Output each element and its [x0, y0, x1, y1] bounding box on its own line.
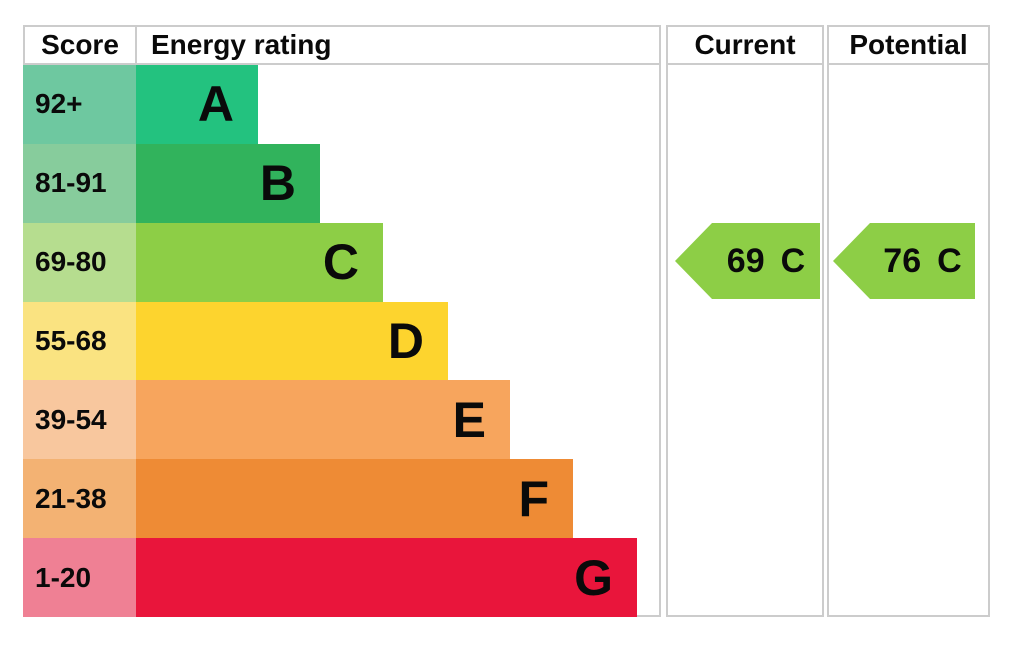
potential-rating-letter: C: [937, 241, 962, 280]
band-bar-g: G: [136, 538, 637, 618]
band-score-range: 92+: [23, 65, 136, 144]
band-score-range: 69-80: [23, 222, 136, 302]
band-bar-a: A: [136, 65, 258, 144]
band-score-range: 81-91: [23, 143, 136, 223]
band-bar-c: C: [136, 222, 383, 302]
current-rating-value: 69: [726, 241, 765, 280]
current-rating-letter: C: [780, 241, 806, 280]
table-header-row: Score Energy rating: [23, 25, 659, 65]
potential-rating-arrow: 76 C: [833, 223, 975, 299]
band-row-e: 39-54 E: [23, 380, 659, 460]
band-row-f: 21-38 F: [23, 459, 659, 539]
band-score-range: 1-20: [23, 538, 136, 618]
band-bar-d: D: [136, 301, 448, 381]
band-bar-b: B: [136, 143, 320, 223]
band-score-range: 39-54: [23, 380, 136, 460]
potential-rating-value: 76: [883, 241, 922, 280]
current-column: Current 69 C: [666, 25, 824, 617]
score-column-header: Score: [25, 27, 137, 63]
potential-column: Potential 76 C: [827, 25, 990, 617]
band-rows: 92+ A 81-91 B 69-80 C 55-68 D 39-54 E 21…: [23, 65, 659, 618]
band-row-g: 1-20 G: [23, 538, 659, 618]
band-row-c: 69-80 C: [23, 222, 659, 302]
band-score-range: 55-68: [23, 301, 136, 381]
band-row-a: 92+ A: [23, 65, 659, 144]
current-rating-arrow: 69 C: [675, 223, 820, 299]
energy-rating-column-header: Energy rating: [151, 29, 332, 60]
band-row-d: 55-68 D: [23, 301, 659, 381]
band-score-range: 21-38: [23, 459, 136, 539]
band-bar-e: E: [136, 380, 510, 460]
potential-column-header: Potential: [829, 27, 988, 65]
energy-rating-table: Score Energy rating 92+ A 81-91 B 69-80 …: [23, 25, 661, 618]
band-bar-f: F: [136, 459, 573, 539]
band-row-b: 81-91 B: [23, 143, 659, 223]
current-column-header: Current: [668, 27, 822, 65]
